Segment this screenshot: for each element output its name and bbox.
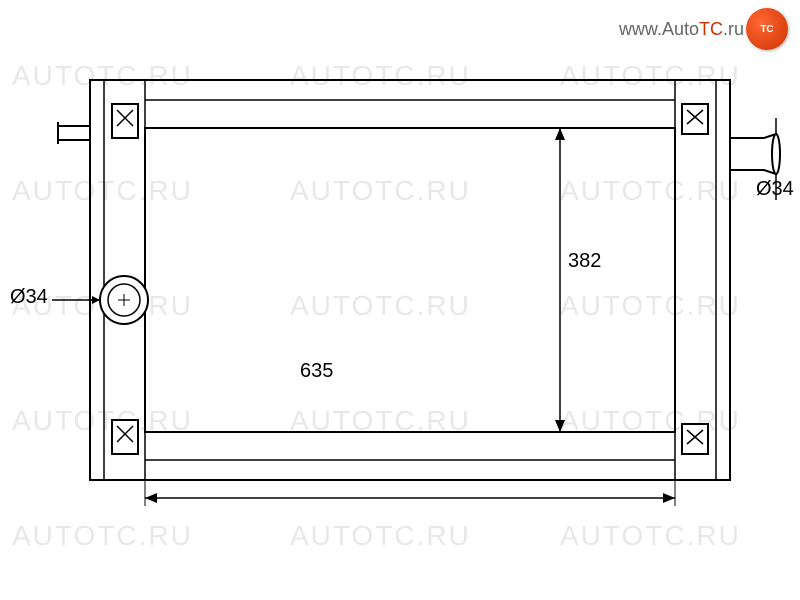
radiator-diagram [0, 0, 800, 600]
dim-width: 635 [300, 360, 333, 383]
dim-left-port: Ø34 [10, 286, 48, 309]
dim-right-port: Ø34 [756, 178, 794, 201]
dim-height: 382 [568, 250, 601, 273]
